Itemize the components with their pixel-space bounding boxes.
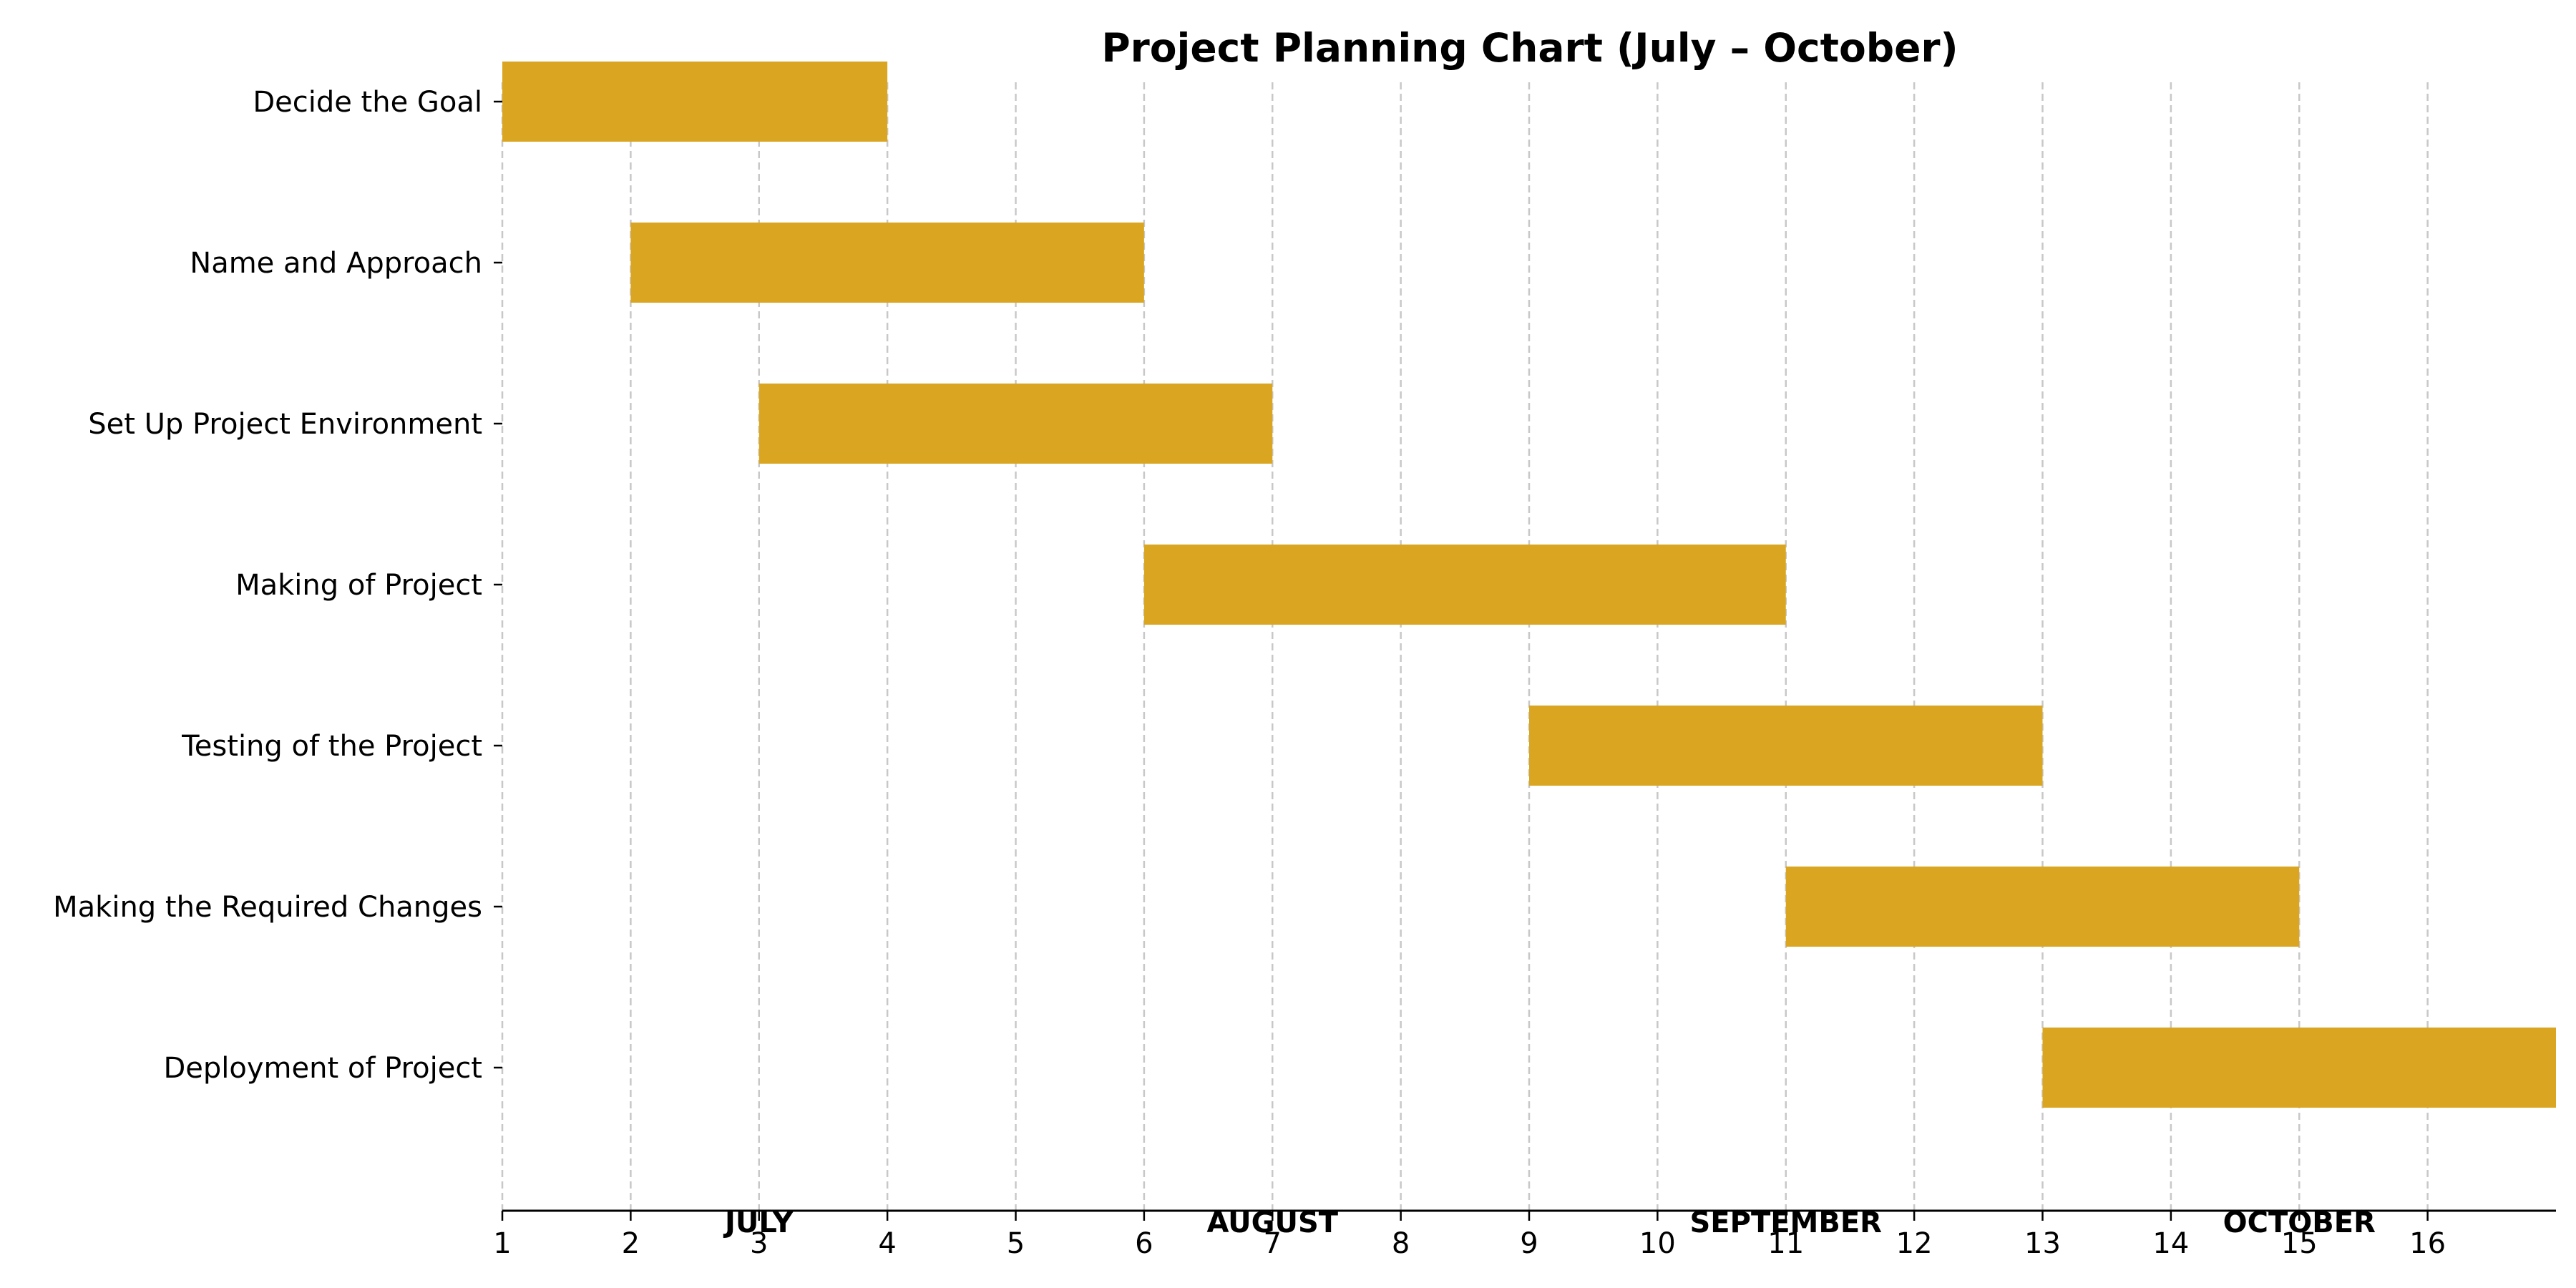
x-tick-label: 16 xyxy=(2409,1227,2446,1260)
axes xyxy=(494,100,2556,1221)
y-tick-label: Decide the Goal xyxy=(253,86,482,119)
x-tick-label: 9 xyxy=(1520,1227,1538,1260)
y-tick-label: Deployment of Project xyxy=(163,1052,482,1085)
task-bar xyxy=(1529,706,2043,786)
y-tick-label: Testing of the Project xyxy=(181,730,482,763)
x-tick-label: 1 xyxy=(493,1227,511,1260)
task-bar xyxy=(2042,1028,2556,1108)
x-tick-label: 2 xyxy=(622,1227,640,1260)
month-label: OCTOBER xyxy=(2223,1206,2376,1239)
y-tick-label: Name and Approach xyxy=(190,247,482,280)
y-tick-labels: Decide the Goal Name and Approach Set Up P… xyxy=(53,86,482,1085)
x-tick-labels: 1 2 3 4 5 6 7 8 9 10 11 12 13 14 15 16 xyxy=(493,1227,2446,1260)
month-labels: JULY AUGUST SEPTEMBER OCTOBER xyxy=(723,1206,2376,1239)
x-tick-label: 15 xyxy=(2281,1227,2318,1260)
month-label: AUGUST xyxy=(1206,1206,1338,1239)
task-bar xyxy=(630,223,1144,303)
x-tick-label: 3 xyxy=(750,1227,768,1260)
x-tick-label: 4 xyxy=(878,1227,896,1260)
x-tick-label: 10 xyxy=(1639,1227,1676,1260)
x-tick-label: 11 xyxy=(1767,1227,1804,1260)
task-bar xyxy=(758,384,1273,464)
month-label: SEPTEMBER xyxy=(1690,1206,1882,1239)
task-bars xyxy=(502,62,2556,1108)
y-tick-label: Making the Required Changes xyxy=(53,891,482,924)
x-tick-label: 7 xyxy=(1264,1227,1282,1260)
x-tick-label: 8 xyxy=(1392,1227,1410,1260)
task-bar xyxy=(1143,545,1786,625)
month-label: JULY xyxy=(723,1206,794,1239)
x-tick-label: 5 xyxy=(1007,1227,1025,1260)
x-tick-label: 12 xyxy=(1896,1227,1933,1260)
x-tick-label: 14 xyxy=(2152,1227,2189,1260)
chart-title: Project Planning Chart (July – October) xyxy=(1101,25,1958,71)
task-bar xyxy=(502,62,888,142)
task-bar xyxy=(1785,867,2300,947)
x-tick-label: 13 xyxy=(2024,1227,2061,1260)
x-tick-label: 6 xyxy=(1135,1227,1153,1260)
y-tick-label: Making of Project xyxy=(235,569,482,602)
y-tick-label: Set Up Project Environment xyxy=(88,408,482,441)
